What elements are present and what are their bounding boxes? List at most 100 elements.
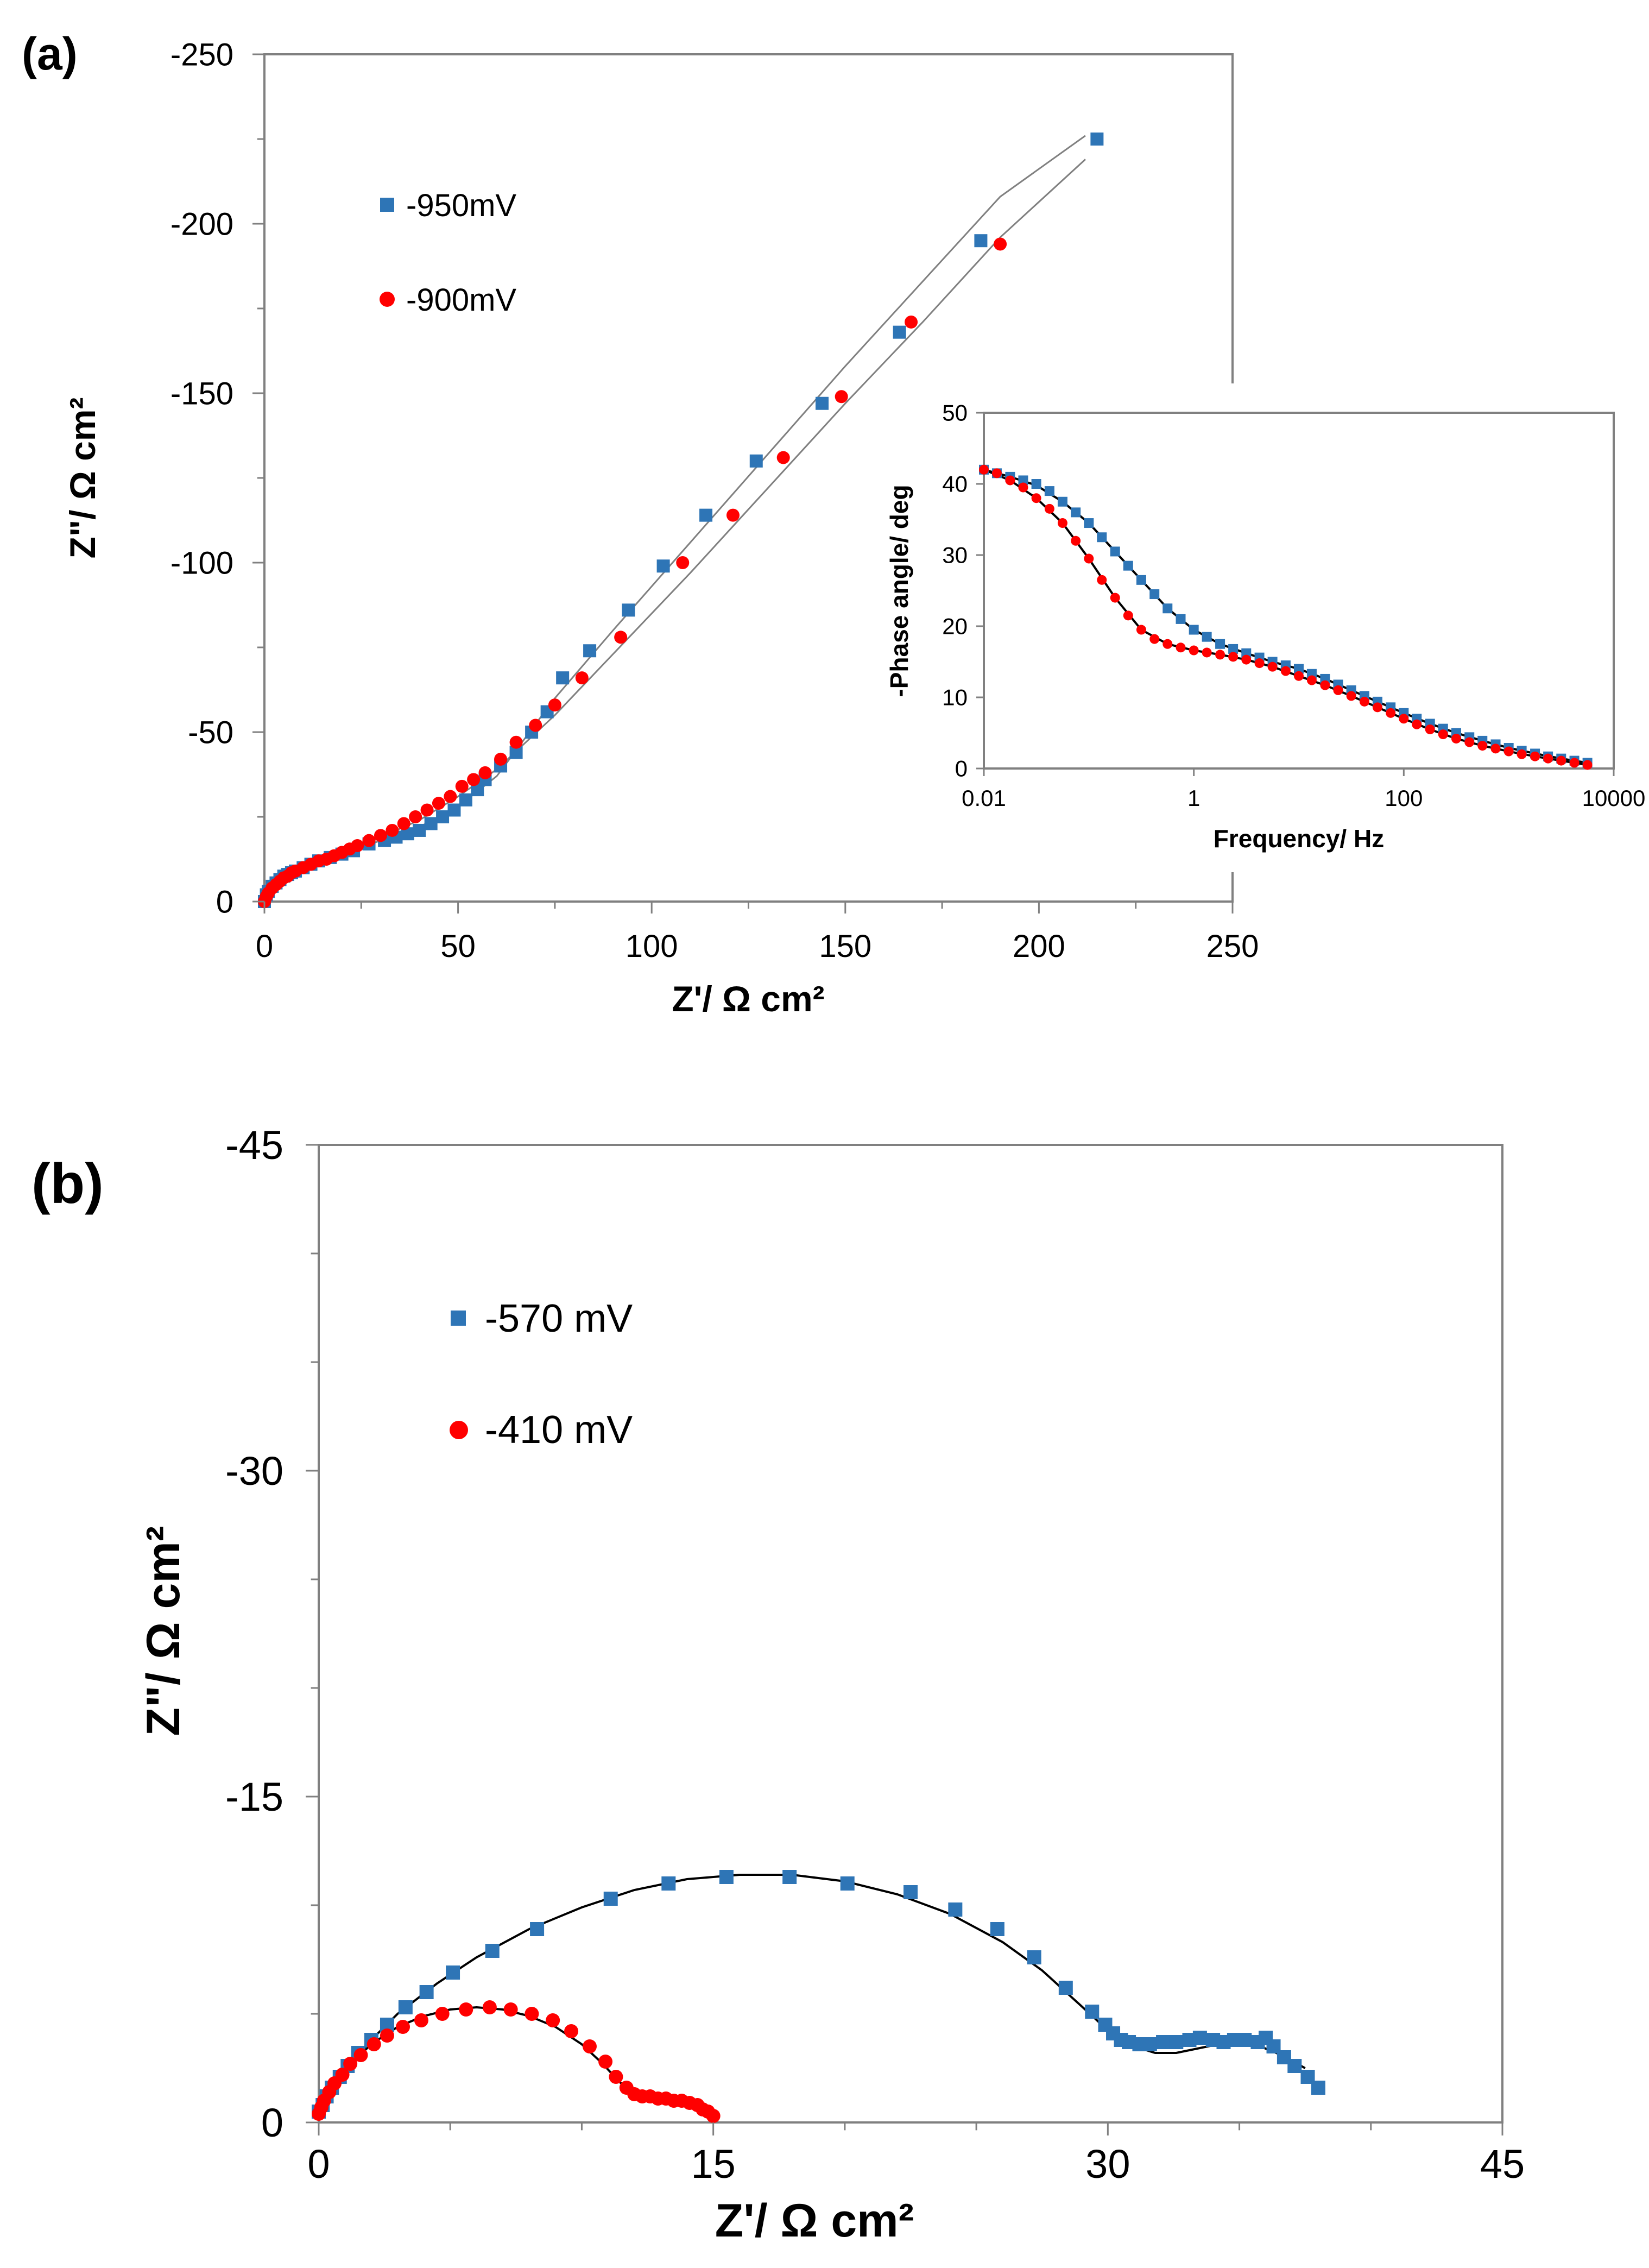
series-410mv-point: [503, 2002, 518, 2017]
series-900mv-point: [1123, 610, 1133, 621]
series-900mv-point: [1543, 753, 1553, 764]
series-900mv-point: [432, 797, 445, 810]
series-950mv-point: [1071, 507, 1081, 518]
x-tick-label: 0.01: [962, 785, 1006, 811]
series-900mv-point: [1451, 733, 1461, 744]
series-900mv-point: [1399, 714, 1409, 724]
series-950mv-point: [447, 803, 461, 817]
series-950mv-point: [1202, 632, 1212, 642]
panel-b-label: (b): [31, 1152, 104, 1215]
series-900mv-point: [979, 464, 989, 475]
series-950mv-point: [1149, 589, 1160, 600]
series-950mv-point: [1097, 532, 1107, 543]
series-950mv-point: [1084, 518, 1094, 528]
series-900mv-point: [1517, 749, 1527, 759]
series-570mv-point: [603, 1892, 618, 1906]
series-950mv-point: [1044, 486, 1054, 496]
series-900mv-point: [835, 390, 848, 404]
panel-a-legend: -950mV -900mV: [380, 188, 516, 318]
series-900mv-point: [397, 817, 410, 830]
series-570mv-point: [446, 1965, 460, 1980]
series-410mv-point: [353, 2048, 368, 2062]
inset-x-axis-title: Frequency/ Hz: [1214, 824, 1384, 853]
series-950mv-point: [1215, 639, 1225, 649]
series-900mv-point: [1294, 671, 1304, 681]
series-900mv-point: [1228, 652, 1239, 662]
panel-b-legend: -570 mV -410 mV: [450, 1297, 633, 1452]
series-950mv-point: [1189, 625, 1199, 635]
y-tick-label: -50: [188, 715, 233, 750]
panel-b-x-axis-title: Z'/ Ω cm²: [715, 2195, 914, 2247]
y-tick-label: -200: [170, 206, 233, 242]
series-950mv-point: [1176, 614, 1186, 624]
panel-b-plot-frame: [318, 1144, 1503, 2124]
series-570mv-point: [530, 1922, 545, 1936]
series-950mv-point: [1090, 133, 1104, 146]
inset-plot-frame: [983, 412, 1615, 770]
series-570mv-point: [1142, 2037, 1157, 2051]
series-570mv-point: [904, 1885, 918, 1899]
series-950mv-point: [583, 644, 597, 658]
series-900mv-point: [1202, 647, 1212, 658]
series-950mv-point: [622, 603, 635, 617]
series-900mv-point: [776, 451, 790, 464]
series-950mv-point: [424, 817, 438, 830]
series-900mv-point: [1057, 518, 1067, 528]
series-900mv-point: [455, 779, 469, 793]
y-tick-label: -30: [225, 1448, 283, 1494]
series-410mv-point: [343, 2057, 358, 2071]
series-900mv-point: [1071, 536, 1081, 546]
series-570mv-point: [661, 1876, 676, 1891]
series-900mv-point: [1280, 666, 1291, 676]
y-tick-label: 0: [955, 756, 968, 782]
series-570mv-point: [419, 1985, 434, 1999]
x-tick-label: 250: [1206, 929, 1259, 964]
series-950mv-point: [556, 671, 570, 685]
series-900mv-point: [362, 834, 376, 847]
series-900mv-point: [1189, 645, 1199, 656]
series-900mv-point: [1425, 724, 1435, 734]
series-410mv-point: [582, 2039, 597, 2053]
series-410mv-point: [706, 2109, 721, 2123]
series-410mv-point: [380, 2028, 394, 2043]
legend-label-570mv: -570 mV: [485, 1297, 633, 1340]
y-tick-label: -250: [170, 37, 233, 72]
y-tick-label: -15: [225, 1774, 283, 1819]
series-950mv-point: [656, 559, 670, 573]
series-900mv-point: [1136, 625, 1146, 635]
inset-y-axis-title: -Phase angle/ deg: [885, 484, 913, 697]
series-950mv-point: [1057, 496, 1067, 507]
series-570mv-point: [782, 1870, 797, 1884]
series-410mv-point: [598, 2055, 613, 2069]
series-900mv-point: [1110, 593, 1120, 603]
series-900mv-point: [1097, 575, 1107, 585]
series-410mv-point: [546, 2013, 560, 2027]
series-570mv-point: [485, 1944, 500, 1958]
legend-marker-950mv: [380, 198, 394, 212]
series-950mv-point: [1162, 603, 1173, 614]
series-900mv-point: [1215, 650, 1225, 660]
series-410mv-point: [609, 2070, 623, 2084]
series-900mv-point: [726, 508, 740, 522]
series-950mv-point: [436, 810, 450, 823]
panel-a-x-axis-title: Z'/ Ω cm²: [672, 979, 824, 1019]
series-900mv-point: [1412, 719, 1422, 729]
series-570mv-point: [990, 1922, 1004, 1936]
y-tick-label: 40: [942, 471, 968, 497]
series-950mv-point: [1018, 475, 1028, 486]
panel-a-inset-chart: 0.01 1 100 10000 0 10 20 30 40 50 Frequency/ Hz -…: [869, 383, 1645, 872]
series-900mv-point: [1176, 642, 1186, 653]
series-900mv-point: [1346, 691, 1356, 701]
y-tick-label: 10: [942, 685, 968, 710]
series-570mv-point: [1287, 2059, 1302, 2073]
series-410mv-point: [482, 2000, 497, 2014]
series-900mv-point: [494, 752, 508, 766]
x-tick-label: 1: [1187, 785, 1200, 811]
series-900mv-point: [548, 698, 561, 712]
series-900mv-point: [1477, 741, 1488, 751]
legend-marker-570mv: [451, 1311, 466, 1326]
series-900mv-point: [1438, 729, 1448, 740]
series-900mv-point: [1005, 475, 1015, 486]
y-tick-label: -45: [225, 1123, 283, 1168]
